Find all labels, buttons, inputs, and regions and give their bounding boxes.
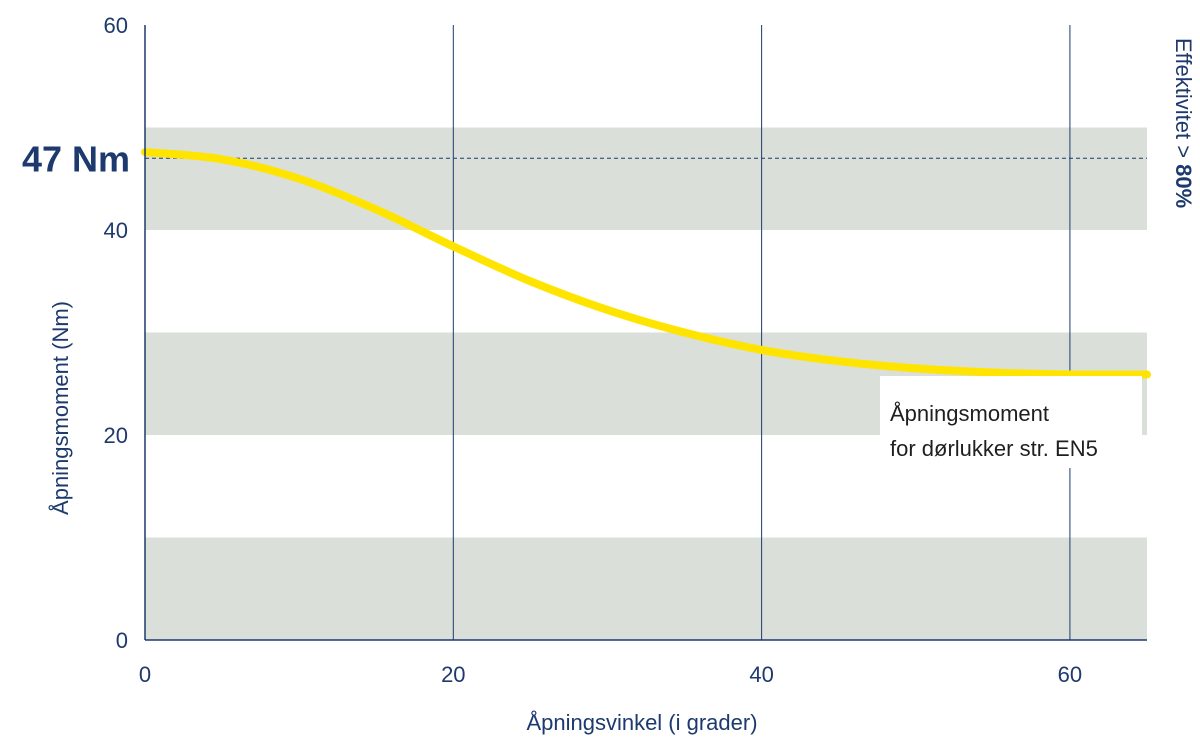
shaded-band [145,537,1147,640]
efficiency-label-value: 80% [1171,164,1196,208]
x-axis-label: Åpningsvinkel (i grader) [526,710,757,735]
y-tick-label: 20 [104,423,128,448]
y-tick-label: 0 [116,628,128,653]
x-tick-label: 20 [441,662,465,687]
y-axis-label: Åpningsmoment (Nm) [48,301,73,515]
reference-line-label: 47 Nm [22,138,130,179]
efficiency-label-prefix: Effektivitet > [1171,38,1196,164]
gridlines [452,25,1071,640]
axes [144,25,1147,641]
x-tick-label: 0 [139,662,151,687]
y-tick-label: 60 [104,13,128,38]
series-line [141,148,1151,379]
y-tick-label: 40 [104,218,128,243]
efficiency-label: Effektivitet > 80% [1171,38,1196,208]
annotation-line-1: Åpningsmoment [890,401,1049,426]
annotation-line-2: for dørlukker str. EN5 [890,436,1098,461]
tick-labels: 0 20 40 60 0 20 40 60 [104,13,1083,687]
x-tick-label: 40 [749,662,773,687]
shaded-band [145,127,1147,230]
annotation-background [880,376,1142,468]
x-tick-label: 60 [1058,662,1082,687]
